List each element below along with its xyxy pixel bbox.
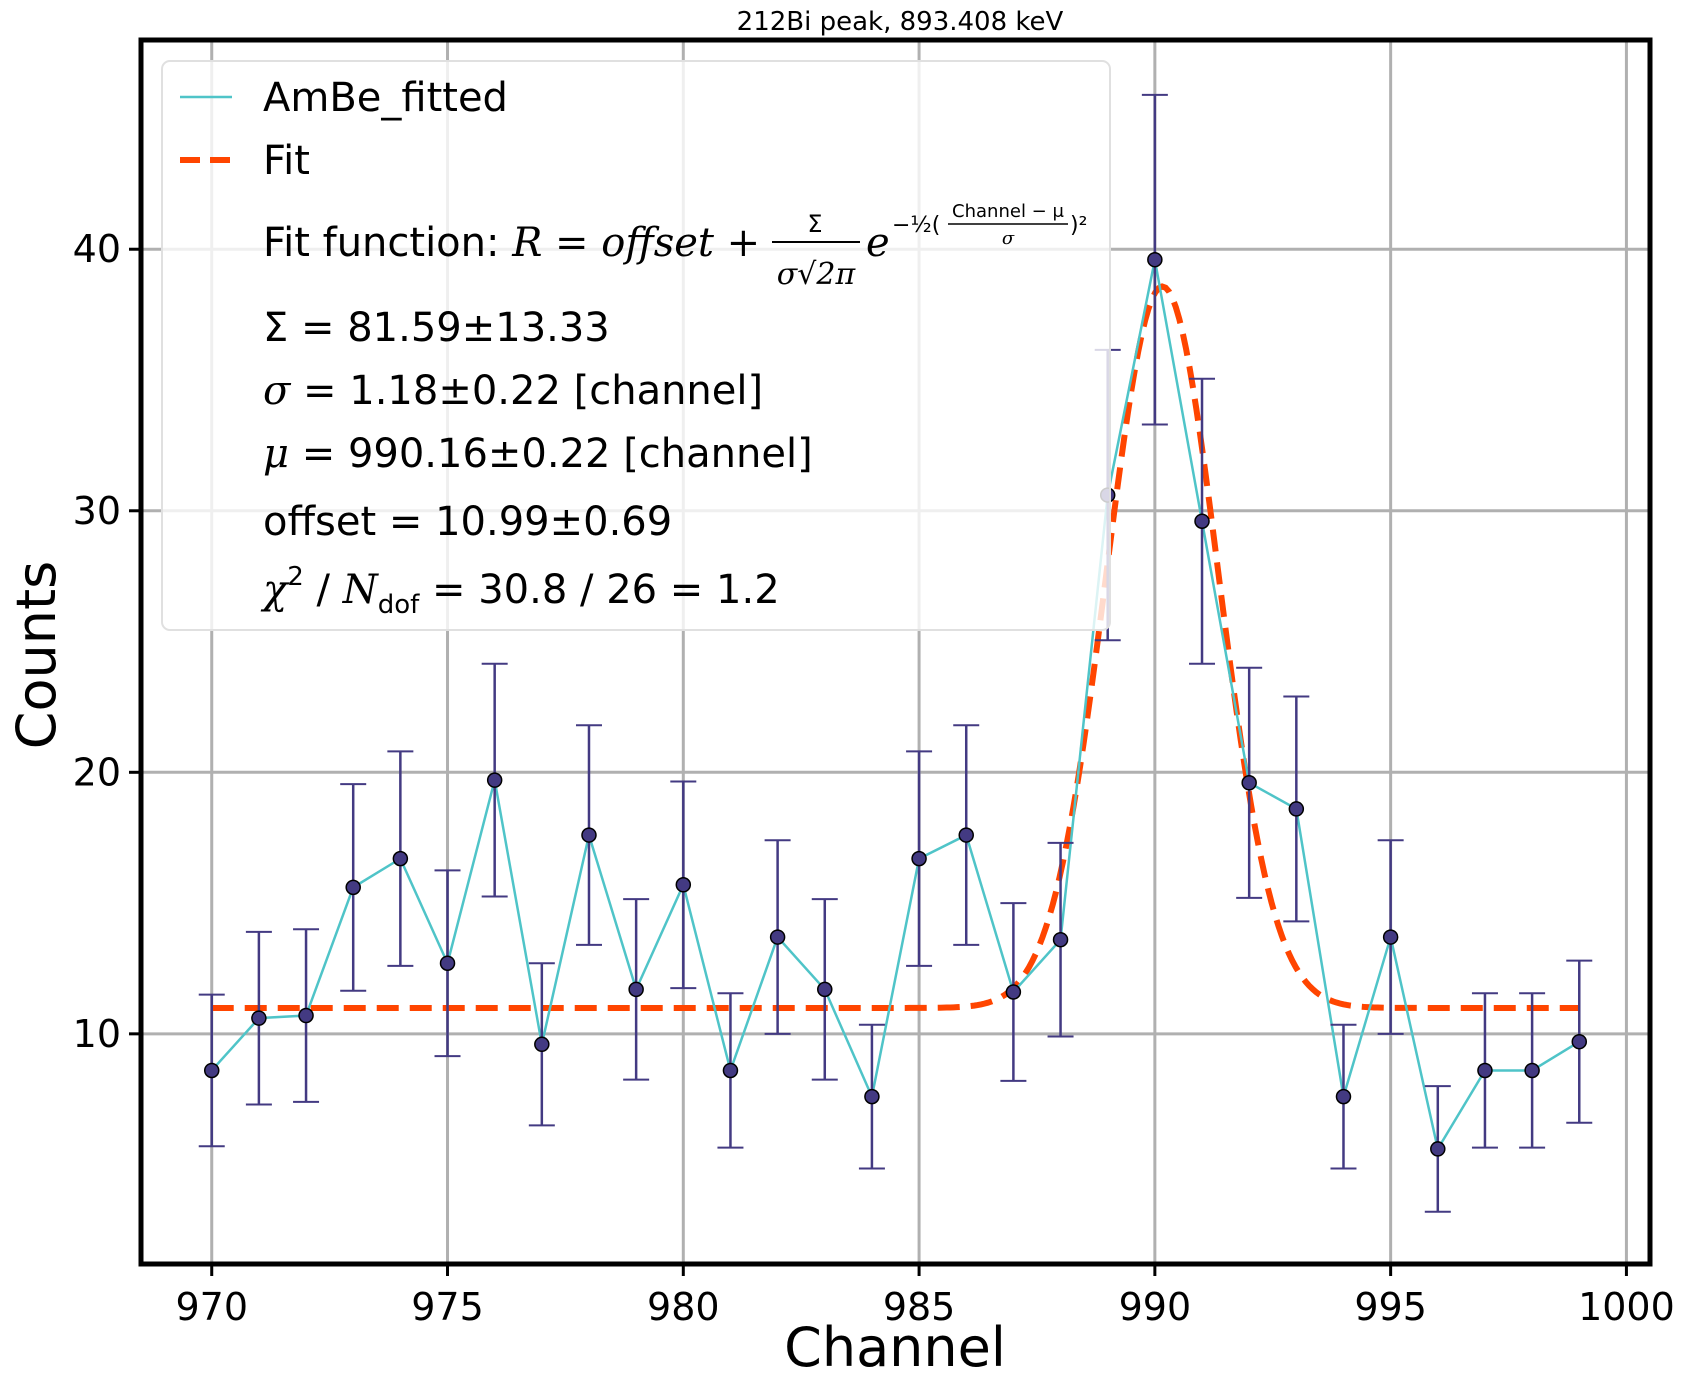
sigma-value: = 1.18±0.22 [channel] <box>290 368 763 414</box>
legend-label-fit: Fit <box>263 138 310 184</box>
fit-function-eq: = offset + <box>542 220 760 266</box>
x-tick-label: 970 <box>175 1285 248 1329</box>
chart-title: 212Bi peak, 893.408 keV <box>737 7 1064 37</box>
exp-suffix: )² <box>1070 213 1087 238</box>
data-point <box>1147 251 1163 268</box>
sigma-symbol: σ <box>263 368 292 414</box>
data-point <box>203 1062 220 1079</box>
data-point <box>1524 1062 1540 1079</box>
sigma-line: σ = 1.18±0.22 [channel] <box>263 368 763 414</box>
fraction-numerator: Σ <box>807 210 822 238</box>
ndof-subscript: dof <box>378 590 420 620</box>
data-point <box>675 877 692 893</box>
x-tick-label: 990 <box>1119 1285 1192 1329</box>
data-point <box>392 850 409 867</box>
fit-function-prefix: Fit function: <box>263 220 512 266</box>
chi-symbol: χ <box>260 567 290 613</box>
y-axis-ticks: 10 20 30 40 <box>73 227 141 1056</box>
y-tick-label: 20 <box>73 750 121 794</box>
chi2-value: = 30.8 / 26 = 1.2 <box>419 567 779 613</box>
plot-frame <box>138 37 1653 1267</box>
exp-frac-den: σ <box>1002 228 1015 249</box>
data-point <box>864 1088 880 1105</box>
y-tick-label: 30 <box>73 489 121 533</box>
data-point <box>486 772 503 788</box>
x-tick-label: 985 <box>883 1285 956 1329</box>
data-point <box>298 1007 314 1024</box>
sigma-sum-line: Σ = 81.59±13.33 <box>263 305 610 351</box>
mu-symbol: μ <box>263 431 289 477</box>
data-point <box>1382 929 1399 945</box>
x-axis-ticks: 970 975 980 985 990 995 1000 <box>175 1264 1675 1329</box>
data-point <box>581 827 597 843</box>
offset-line: offset = 10.99±0.69 <box>263 499 672 545</box>
data-point <box>1430 1141 1446 1157</box>
chi2-line: χ2 / Ndof = 30.8 / 26 = 1.2 <box>260 562 780 620</box>
fit-function-fraction: Σ σ√2π e −½( Channel − μ σ )² <box>772 201 1087 292</box>
y-axis-label: Counts <box>5 561 68 750</box>
exp-prefix: −½( <box>892 213 940 238</box>
data-point <box>628 981 644 998</box>
data-point <box>722 1062 739 1079</box>
data-point <box>958 827 974 843</box>
fraction-denominator: σ√2π <box>777 257 857 292</box>
x-tick-label: 995 <box>1354 1285 1427 1329</box>
exp-base: e <box>866 220 890 266</box>
x-tick-label: 1000 <box>1578 1285 1675 1329</box>
fit-function-line: Fit function: R = offset + <box>263 220 760 266</box>
data-point <box>817 981 833 998</box>
data-point <box>769 929 786 945</box>
x-axis-label: Channel <box>784 1316 1006 1379</box>
exp-frac-num: Channel − μ <box>952 201 1064 222</box>
data-point <box>1194 513 1210 529</box>
data-point <box>1335 1088 1352 1105</box>
data-point <box>1241 775 1257 791</box>
ndof-symbol: N <box>342 567 380 613</box>
data-point <box>534 1036 550 1053</box>
y-tick-label: 40 <box>73 227 121 271</box>
data-layer <box>198 93 1593 1213</box>
mu-value: = 990.16±0.22 [channel] <box>289 431 813 477</box>
legend-label-ambe: AmBe_fitted <box>263 75 508 121</box>
data-point <box>1005 984 1022 1000</box>
x-tick-label: 975 <box>411 1285 484 1329</box>
x-tick-label: 980 <box>647 1285 720 1329</box>
data-series-line <box>210 259 1580 1153</box>
data-point <box>1477 1062 1493 1079</box>
fit-function-r: R <box>511 220 542 266</box>
chi-superscript: 2 <box>287 562 304 592</box>
chi-separator: / <box>304 567 343 613</box>
data-point <box>1571 1033 1588 1050</box>
mu-line: μ = 990.16±0.22 [channel] <box>263 431 813 477</box>
data-point <box>439 955 456 971</box>
y-tick-label: 10 <box>73 1012 121 1056</box>
legend-box <box>161 60 1111 631</box>
data-point <box>1288 801 1305 817</box>
data-point <box>251 1010 267 1026</box>
data-point <box>1052 931 1069 948</box>
data-point <box>911 850 927 867</box>
legend: AmBe_fitted Fit Fit function: R = offset… <box>161 60 1111 631</box>
data-point <box>345 879 361 896</box>
